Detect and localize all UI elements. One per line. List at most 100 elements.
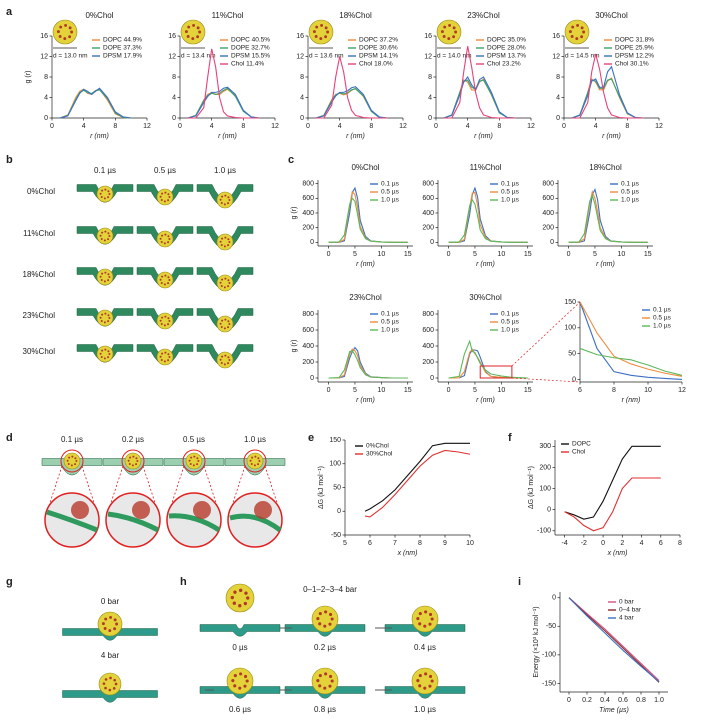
nanoparticle-dot — [164, 274, 167, 277]
x-tick-label: 2 — [620, 540, 624, 547]
x-tick-label: 12 — [678, 387, 686, 394]
nanoparticle-dot — [418, 612, 422, 616]
nanoparticle-dot — [244, 591, 248, 595]
y-tick-label: 600 — [302, 327, 314, 334]
zoom-circle — [243, 449, 267, 473]
nanoparticle-dot — [221, 237, 224, 240]
nanoparticle-dot — [108, 629, 112, 633]
nanoparticle — [156, 188, 174, 206]
x-tick-label: 0.8 — [636, 697, 646, 704]
x-tick-label: 7 — [393, 540, 397, 547]
x-tick-label: 8 — [241, 123, 245, 130]
series-line — [315, 56, 388, 119]
y-tick-label: 400 — [542, 210, 554, 217]
x-tick-label: 12 — [143, 123, 151, 130]
row-label: 18%Chol — [23, 270, 56, 279]
y-tick-label: 16 — [424, 33, 432, 40]
series-line — [571, 53, 644, 119]
x-tick-label: 4 — [338, 123, 342, 130]
nanoparticle-dot — [107, 232, 110, 235]
time-label: 0.8 µs — [314, 705, 336, 714]
nanoparticle-dot — [107, 320, 110, 323]
nanoparticle-dot — [258, 460, 261, 462]
nanoparticle-dot — [192, 23, 196, 27]
nanoparticle-dot — [103, 627, 107, 630]
legend-label: 0.5 µs — [621, 189, 640, 196]
nanoparticle-dot — [168, 279, 171, 281]
nanoparticle-dot — [103, 280, 106, 283]
x-tick-label: 15 — [524, 251, 532, 258]
nanoparticle-dot — [167, 323, 170, 326]
legend-label: 1.0 µs — [381, 197, 400, 204]
legend-label: 1.0 µs — [621, 197, 640, 204]
nanoparticle-dot — [113, 678, 117, 682]
nanoparticle-dot — [224, 236, 227, 239]
panel-letter: b — [6, 154, 13, 166]
legend-label: 0.5 µs — [501, 319, 520, 326]
nanoparticle-dot — [230, 595, 234, 600]
nanoparticle-dot — [254, 455, 257, 458]
legend-label: 0.5 µs — [381, 189, 400, 196]
x-axis-label: r (nm) — [356, 397, 375, 404]
nanoparticle-dot — [103, 321, 106, 324]
annotation: d = 13.6 nm — [309, 53, 344, 60]
nanoparticle-dot — [416, 679, 420, 683]
legend-label: 0 bar — [619, 599, 635, 606]
x-tick-label: 1.0 — [654, 697, 664, 704]
y-tick-label: 0 — [428, 115, 432, 122]
x-tick-label: 10 — [644, 387, 652, 394]
nanoparticle-dot — [221, 355, 224, 358]
x-tick-label: 0 — [306, 123, 310, 130]
x-tick-label: 12 — [655, 123, 663, 130]
nanoparticle-dot — [424, 672, 428, 676]
nanoparticle-dot — [452, 35, 456, 39]
time-label: 0 µs — [232, 643, 247, 652]
x-axis-label: r (nm) — [622, 397, 641, 404]
nanoparticle-dot — [442, 35, 446, 38]
y-tick-label: 4 — [428, 94, 432, 101]
time-label: 0.2 µs — [314, 643, 336, 652]
nanoparticle-dot — [108, 193, 111, 195]
x-tick-label: 10 — [497, 251, 505, 258]
panel-letter: g — [6, 576, 13, 588]
zoom-circle — [121, 449, 145, 473]
nanoparticle-dot — [63, 37, 67, 41]
series-line — [579, 301, 683, 377]
nanoparticle-dot — [233, 684, 237, 688]
y-tick-label: 200 — [422, 225, 434, 232]
nanoparticle-dot — [104, 617, 108, 621]
nanoparticle-dot — [318, 622, 322, 626]
x-tick-label: 6 — [659, 540, 663, 547]
legend-label: DOPC 40.5% — [231, 37, 270, 44]
nanoparticle-dot — [163, 283, 166, 286]
y-tick-label: 100 — [564, 325, 576, 332]
x-tick-label: 8 — [678, 540, 682, 547]
nanoparticle-dot — [580, 26, 584, 30]
nanoparticle-dot — [168, 238, 171, 240]
nanoparticle-dot — [428, 622, 432, 626]
y-tick-label: -100 — [542, 652, 556, 659]
nanoparticle-dot — [430, 679, 434, 683]
nanoparticle-dot — [56, 30, 60, 34]
nanoparticle-dot — [112, 687, 116, 690]
zoom-np — [254, 501, 272, 519]
panel-letter: i — [518, 576, 521, 588]
nanoparticle-dot — [316, 617, 320, 621]
nanoparticle-dot — [192, 464, 195, 467]
nanoparticle-dot — [220, 243, 223, 246]
y-tick-label: 200 — [302, 359, 314, 366]
nanoparticle — [411, 605, 439, 633]
nanoparticle-dot — [231, 679, 235, 683]
nanoparticle-dot — [108, 688, 112, 692]
x-tick-label: 8 — [625, 123, 629, 130]
series-line — [448, 198, 528, 243]
y-tick-label: 16 — [40, 33, 48, 40]
y-tick-label: 600 — [422, 327, 434, 334]
legend-label: 1.0 µs — [501, 197, 520, 204]
nanoparticle-dot — [67, 462, 70, 465]
zoom-np — [193, 501, 211, 519]
nanoparticle-dot — [160, 198, 163, 201]
y-tick-label: 400 — [422, 210, 434, 217]
column-label: 1.0 µs — [214, 166, 236, 175]
nanoparticle-dot — [167, 199, 170, 202]
